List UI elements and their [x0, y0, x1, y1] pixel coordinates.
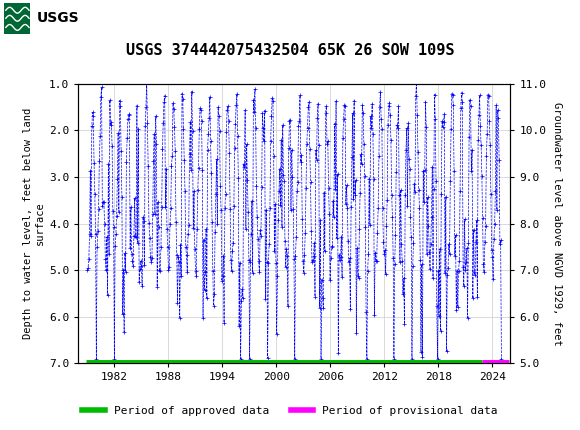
Bar — [5, 3, 60, 34]
Legend: Period of approved data, Period of provisional data: Period of approved data, Period of provi… — [78, 401, 502, 420]
Bar — [4, 3, 30, 34]
Text: ≡USGS: ≡USGS — [7, 10, 67, 25]
Text: USGS 374442075432504 65K 26 SOW 109S: USGS 374442075432504 65K 26 SOW 109S — [126, 43, 454, 58]
Y-axis label: Groundwater level above NGVD 1929, feet: Groundwater level above NGVD 1929, feet — [552, 102, 562, 345]
Bar — [4, 3, 62, 34]
Text: USGS: USGS — [37, 11, 79, 25]
Y-axis label: Depth to water level, feet below land
surface: Depth to water level, feet below land su… — [23, 108, 45, 339]
